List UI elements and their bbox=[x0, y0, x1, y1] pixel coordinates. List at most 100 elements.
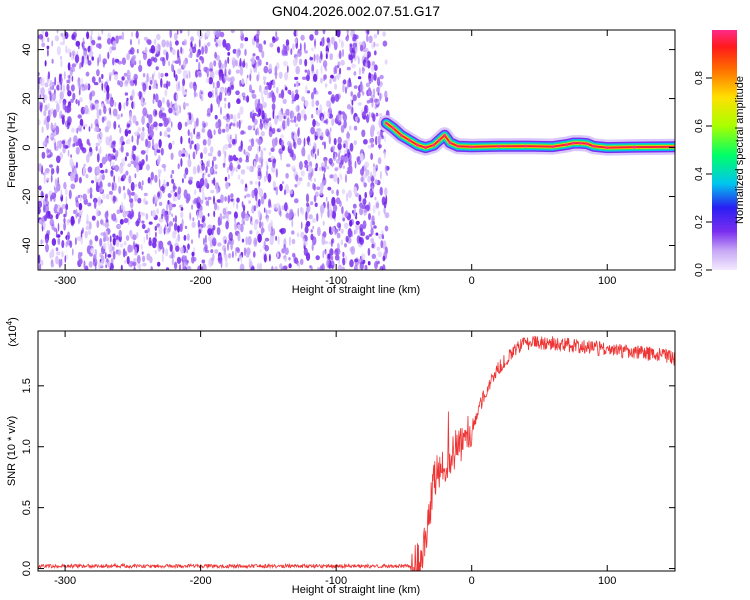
noise-dot bbox=[313, 142, 317, 149]
signal-point bbox=[432, 143, 436, 147]
noise-dot bbox=[345, 235, 349, 243]
noise-dot bbox=[245, 159, 250, 163]
noise-dot bbox=[59, 91, 64, 100]
colorbar-tick-label: 0.2 bbox=[694, 215, 705, 229]
noise-dot bbox=[103, 106, 107, 115]
noise-dot bbox=[319, 189, 323, 196]
noise-dot bbox=[121, 31, 125, 41]
noise-dot bbox=[50, 175, 53, 183]
noise-dot bbox=[363, 209, 368, 213]
noise-dot bbox=[146, 73, 149, 83]
noise-dot bbox=[232, 154, 237, 161]
noise-dot bbox=[380, 230, 384, 235]
spectrogram-x-ticks: -300 -200 -100 0 100 bbox=[54, 30, 616, 287]
noise-dot bbox=[382, 31, 386, 37]
noise-dot bbox=[268, 63, 273, 73]
noise-dot bbox=[246, 95, 250, 103]
noise-dot bbox=[44, 244, 49, 251]
noise-dot bbox=[224, 261, 229, 268]
noise-dot bbox=[75, 209, 78, 219]
noise-dot bbox=[171, 63, 174, 72]
noise-dot bbox=[275, 30, 278, 38]
noise-dot bbox=[58, 84, 62, 90]
noise-dot bbox=[105, 193, 110, 200]
noise-dot bbox=[75, 161, 78, 169]
noise-dot bbox=[222, 163, 226, 168]
noise-dot bbox=[216, 186, 219, 194]
noise-dot bbox=[384, 59, 388, 65]
noise-dot bbox=[165, 51, 169, 61]
noise-dot bbox=[264, 85, 269, 90]
y-tick-label: 0.0 bbox=[21, 561, 33, 576]
noise-dot bbox=[300, 34, 305, 41]
noise-dot bbox=[129, 214, 133, 220]
noise-dot bbox=[289, 110, 293, 120]
noise-dot bbox=[161, 163, 167, 169]
noise-dot bbox=[138, 181, 142, 189]
noise-dot bbox=[102, 193, 106, 200]
noise-dot bbox=[115, 239, 120, 247]
noise-dot bbox=[355, 215, 358, 220]
noise-dot bbox=[99, 238, 103, 247]
noise-dot bbox=[360, 176, 364, 183]
noise-dot bbox=[85, 174, 89, 179]
noise-dot bbox=[247, 236, 252, 246]
signal-point bbox=[408, 138, 411, 142]
noise-dot bbox=[328, 241, 332, 245]
noise-dot bbox=[114, 153, 118, 161]
noise-dot bbox=[197, 219, 201, 229]
noise-dot bbox=[84, 105, 89, 115]
noise-dot bbox=[70, 171, 75, 182]
noise-dot bbox=[367, 247, 371, 256]
noise-dot bbox=[230, 241, 233, 251]
noise-dot bbox=[316, 90, 319, 95]
noise-dot bbox=[147, 39, 152, 45]
noise-dot bbox=[170, 174, 173, 179]
noise-dot bbox=[49, 86, 55, 90]
noise-dot bbox=[188, 153, 190, 160]
noise-dot bbox=[165, 215, 169, 224]
noise-dot bbox=[364, 161, 370, 168]
noise-dot bbox=[290, 48, 293, 55]
noise-dot bbox=[322, 30, 326, 35]
noise-dot bbox=[243, 58, 245, 67]
noise-dot bbox=[122, 174, 126, 179]
noise-dot bbox=[198, 73, 202, 78]
noise-dot bbox=[109, 98, 114, 108]
noise-dot bbox=[154, 249, 157, 254]
noise-dot bbox=[231, 250, 234, 259]
noise-dot bbox=[291, 238, 296, 245]
noise-dot bbox=[225, 181, 229, 190]
noise-dot bbox=[66, 231, 71, 240]
noise-dot bbox=[157, 261, 161, 267]
y-tick-label: 1.5 bbox=[21, 378, 33, 393]
noise-dot bbox=[226, 166, 229, 174]
noise-dot bbox=[218, 72, 222, 77]
noise-dot bbox=[199, 186, 202, 193]
noise-dot bbox=[167, 193, 172, 198]
noise-dot bbox=[237, 224, 241, 229]
noise-dot bbox=[90, 90, 96, 97]
noise-dot bbox=[368, 213, 371, 221]
noise-dot bbox=[196, 117, 199, 127]
noise-dot bbox=[142, 126, 145, 132]
noise-dot bbox=[142, 82, 147, 92]
noise-dot bbox=[317, 226, 321, 237]
noise-dot bbox=[311, 114, 314, 119]
noise-dot bbox=[161, 253, 164, 263]
noise-dot bbox=[373, 71, 377, 82]
noise-dot bbox=[172, 230, 177, 239]
signal-point bbox=[605, 146, 609, 150]
noise-dot bbox=[143, 36, 148, 41]
noise-dot bbox=[272, 227, 275, 234]
noise-dot bbox=[209, 167, 214, 173]
noise-dot bbox=[120, 144, 124, 153]
noise-dot bbox=[319, 104, 323, 113]
noise-dot bbox=[85, 220, 90, 225]
noise-dot bbox=[120, 264, 123, 270]
y-tick-label: -20 bbox=[21, 189, 33, 205]
noise-dot bbox=[134, 173, 137, 179]
noise-dot bbox=[148, 221, 153, 225]
noise-dot bbox=[288, 236, 292, 246]
noise-dot bbox=[224, 176, 228, 182]
